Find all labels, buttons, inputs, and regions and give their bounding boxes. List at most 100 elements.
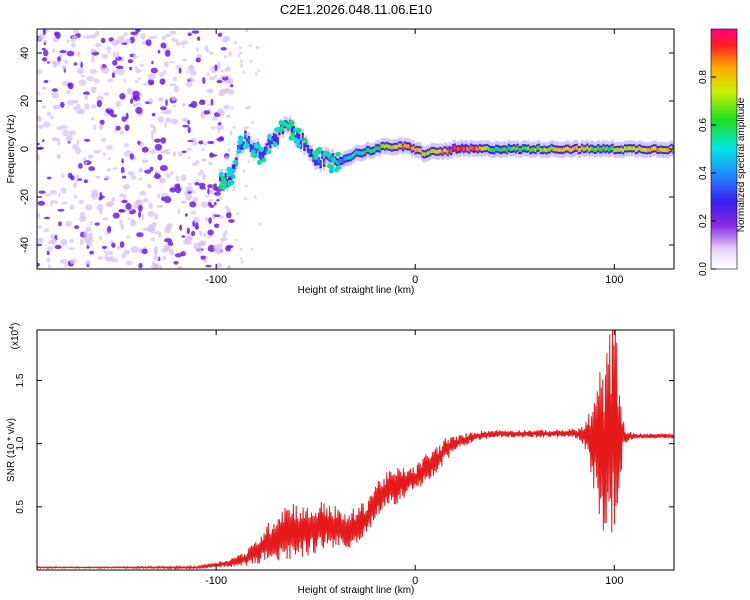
noise-speckle (142, 83, 149, 86)
noise-speckle (67, 82, 72, 88)
noise-speckle (240, 260, 244, 264)
noise-speckle (234, 238, 238, 242)
noise-speckle (161, 111, 168, 115)
noise-speckle (177, 208, 181, 215)
noise-speckle (101, 67, 110, 74)
ridge-core (647, 147, 650, 152)
noise-speckle (174, 253, 182, 258)
noise-speckle (157, 116, 164, 123)
noise-speckle (55, 138, 61, 141)
noise-speckle (77, 50, 81, 57)
ridge-core (249, 146, 252, 150)
noise-speckle (172, 76, 178, 82)
noise-speckle (217, 61, 221, 69)
noise-speckle (232, 188, 236, 192)
noise-speckle (190, 210, 197, 215)
noise-speckle (135, 29, 141, 33)
snr-x-label: Height of straight line (km) (298, 585, 415, 596)
noise-speckle (213, 214, 221, 218)
ridge-core (570, 148, 573, 153)
ridge-core (394, 144, 398, 149)
noise-speckle (252, 158, 256, 162)
noise-speckle (37, 116, 42, 122)
ridge-core (552, 146, 555, 151)
noise-speckle (212, 185, 218, 191)
noise-speckle (195, 57, 201, 63)
noise-speckle (105, 145, 113, 150)
noise-speckle (141, 213, 145, 221)
ridge-core (396, 144, 399, 149)
noise-speckle (182, 117, 189, 123)
ridge-core (658, 148, 661, 152)
noise-speckle (51, 238, 57, 245)
noise-speckle (65, 134, 73, 142)
noise-speckle (186, 147, 193, 151)
ridge-core (530, 147, 534, 152)
noise-speckle (64, 220, 73, 227)
noise-speckle (74, 225, 80, 230)
noise-speckle (148, 224, 154, 232)
noise-speckle (164, 49, 171, 57)
ridge-core (507, 145, 510, 150)
ridge-core (364, 150, 367, 155)
noise-speckle (89, 235, 94, 243)
noise-speckle (203, 142, 208, 147)
noise-speckle (77, 178, 83, 181)
ridge-core (269, 142, 272, 147)
ridge-blob (336, 165, 342, 171)
noise-speckle (175, 175, 180, 182)
noise-speckle (206, 88, 214, 94)
noise-speckle (75, 110, 84, 115)
noise-speckle (212, 117, 218, 121)
noise-speckle (53, 60, 61, 66)
noise-speckle (71, 42, 76, 48)
colorbar-ticks: 0.0 0.2 0.4 0.6 0.8 (698, 70, 716, 276)
noise-speckle (217, 122, 222, 126)
noise-speckle (187, 126, 191, 134)
ridge-core (572, 147, 575, 151)
spectrogram-content (37, 29, 674, 269)
ridge-core (332, 155, 335, 160)
noise-speckle (189, 70, 197, 76)
ridge-blob (288, 135, 294, 141)
noise-speckle (83, 138, 91, 142)
noise-speckle (168, 248, 175, 256)
noise-speckle (38, 36, 43, 43)
noise-speckle (214, 201, 217, 206)
y-tick-label: 0 (19, 146, 31, 152)
ridge-core (516, 145, 519, 150)
noise-speckle (223, 104, 230, 110)
noise-speckle (151, 60, 154, 65)
ridge-core (455, 147, 458, 152)
ridge-blob (275, 127, 281, 133)
noise-speckle (208, 199, 214, 202)
noise-speckle (169, 83, 177, 86)
noise-speckle (117, 68, 125, 76)
ridge-core (584, 146, 587, 151)
noise-speckle (200, 255, 206, 260)
ridge-core (416, 147, 419, 152)
ridge-core (314, 159, 317, 164)
noise-speckle (135, 106, 143, 114)
noise-speckle (72, 143, 79, 150)
noise-speckle (180, 200, 187, 204)
ridge-blob (261, 157, 267, 163)
noise-speckle (88, 232, 94, 236)
ridge-core (649, 148, 652, 153)
noise-speckle (56, 140, 61, 146)
noise-speckle (217, 127, 221, 134)
ridge-blob (253, 143, 259, 149)
noise-speckle (61, 201, 68, 205)
noise-speckle (223, 55, 228, 59)
ridge-core (645, 148, 648, 153)
noise-speckle (247, 106, 251, 109)
noise-speckle (163, 196, 172, 204)
noise-speckle (134, 65, 138, 69)
noise-speckle (150, 67, 158, 74)
noise-speckle (167, 241, 174, 247)
noise-speckle (254, 72, 258, 76)
noise-speckle (83, 91, 90, 96)
noise-speckle (234, 41, 237, 44)
noise-speckle (47, 176, 52, 180)
noise-speckle (166, 223, 173, 229)
